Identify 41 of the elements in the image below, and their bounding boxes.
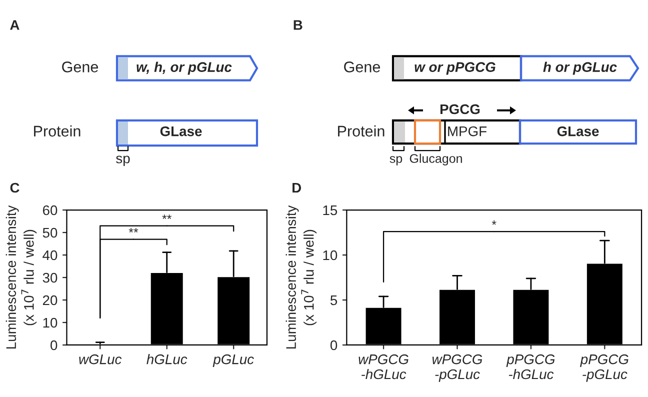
y-tick-label: 60 xyxy=(42,205,58,216)
chart-title: D xyxy=(292,182,302,193)
x-tick-label: hGLuc xyxy=(146,354,188,364)
text: Protein xyxy=(338,125,384,137)
annotation: ** xyxy=(162,214,172,219)
annotation: * xyxy=(492,220,496,225)
chart-title: C xyxy=(10,182,20,193)
y-axis-title: Luminescence intensity (x 10$^{7}$ rlu / well) xyxy=(6,205,37,349)
text: sp xyxy=(390,156,402,166)
text: w, h, or pGLuc xyxy=(136,62,232,75)
y-tick-label: 20 xyxy=(42,295,58,306)
text: Protein xyxy=(34,125,80,137)
y-tick-label: 0 xyxy=(330,340,338,350)
y-tick-label: 0 xyxy=(50,340,58,350)
text: PGCG xyxy=(440,104,480,114)
y-axis-title: Luminescence intensity (x 10$^{7}$ rlu / well) xyxy=(286,205,317,349)
y-tick-label: 15 xyxy=(323,205,338,216)
text: A xyxy=(10,20,20,30)
text: MPGF xyxy=(448,126,487,136)
y-tick-label: 50 xyxy=(42,228,58,238)
y-tick-label: 5 xyxy=(330,295,338,306)
x-tick-label: wPGCG -pGLuc xyxy=(432,354,482,382)
x-tick-label: pPGCG -hGLuc xyxy=(506,354,555,380)
text: Glucagon xyxy=(410,154,462,166)
y-tick-label: 10 xyxy=(43,318,58,328)
text: GLase xyxy=(557,126,599,136)
y-tick-label: 40 xyxy=(42,250,58,260)
text: w or pPGCG xyxy=(414,62,496,75)
text: GLase xyxy=(160,126,202,136)
x-tick-label: wPGCG -hGLuc xyxy=(358,354,408,380)
x-tick-label: pPGCG -pGLuc xyxy=(580,354,628,382)
x-tick-label: wGLuc xyxy=(79,354,122,364)
y-tick-label: 10 xyxy=(323,250,338,260)
annotation: ** xyxy=(128,228,138,232)
text: h or pGLuc xyxy=(543,62,617,75)
text: Gene xyxy=(344,62,380,72)
text: sp xyxy=(116,156,130,166)
y-tick-label: 30 xyxy=(42,272,58,283)
x-tick-label: pGLuc xyxy=(212,354,254,367)
text: Gene xyxy=(62,62,98,72)
text: B xyxy=(294,20,302,30)
